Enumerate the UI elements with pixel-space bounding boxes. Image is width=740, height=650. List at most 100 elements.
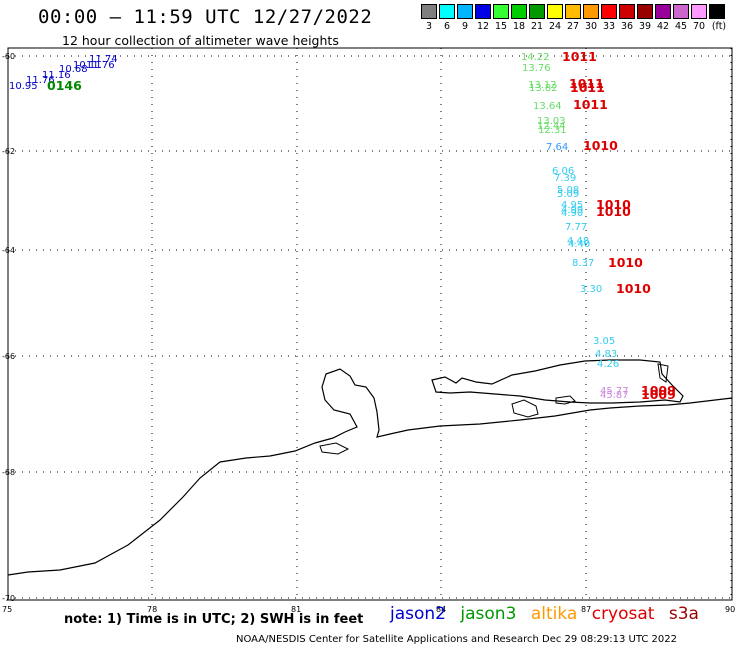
colorbar-swatch	[565, 4, 581, 19]
colorbar-swatch	[601, 4, 617, 19]
legend-item-jason3: jason3	[460, 604, 517, 624]
colorbar-label: 39	[638, 21, 652, 32]
pressure-label: 1011	[573, 97, 608, 112]
colorbar-label: 27	[566, 21, 580, 32]
wave-height-obs: 8.37	[572, 258, 594, 269]
wave-height-obs: 6.06	[552, 166, 574, 177]
colorbar-swatch	[709, 4, 725, 19]
pressure-label: 1010	[596, 197, 631, 212]
island-outline	[555, 395, 576, 405]
wave-height-obs: 0146	[47, 78, 82, 93]
wave-height-obs: 4.48	[567, 236, 589, 247]
legend-item-cryosat: cryosat	[591, 604, 655, 624]
wave-height-obs: 7.64	[546, 142, 568, 153]
colorbar-label: 42	[656, 21, 670, 32]
colorbar-label: (ft)	[711, 21, 727, 32]
wave-height-obs: 13.76	[522, 63, 551, 74]
lat-label: -64	[2, 246, 15, 255]
colorbar-label: 45	[674, 21, 688, 32]
wave-height-obs: 7.77	[565, 222, 587, 233]
pressure-label: 1011	[562, 49, 597, 64]
wave-height-obs: 10.68	[59, 64, 88, 75]
wave-height-obs: 5.09	[557, 189, 579, 200]
colorbar-swatch	[529, 4, 545, 19]
lat-label: -70	[2, 594, 15, 603]
colorbar-label: 9	[461, 21, 469, 32]
colorbar-swatch	[619, 4, 635, 19]
wave-height-obs: 13.12	[528, 80, 557, 91]
pressure-label: 1011	[569, 76, 604, 91]
wave-height-obs: 45.87	[600, 390, 629, 401]
pressure-label: 1009	[641, 387, 676, 402]
colorbar-swatch	[511, 4, 527, 19]
wave-height-obs: 5.08	[557, 185, 579, 196]
legend-item-s3a: s3a	[668, 604, 699, 624]
colorbar-swatch	[439, 4, 455, 19]
map-title: 00:00 – 11:59 UTC 12/27/2022	[38, 6, 373, 28]
colorbar-label: 70	[692, 21, 706, 32]
colorbar-label: 3	[425, 21, 433, 32]
footnote: note: 1) Time is in UTC; 2) SWH is in fe…	[64, 612, 364, 627]
colorbar-swatch	[493, 4, 509, 19]
pressure-label: 1010	[583, 138, 618, 153]
colorbar-swatch	[655, 4, 671, 19]
wave-height-obs: 13.82	[529, 83, 558, 94]
wave-height-obs: 13.03	[537, 116, 566, 127]
pressure-label: 1010	[616, 281, 651, 296]
colorbar-label: 15	[494, 21, 508, 32]
colorbar-label: 12	[476, 21, 490, 32]
lon-label: 81	[291, 605, 301, 614]
pressure-label: 1009	[641, 383, 676, 398]
island-outline	[319, 442, 350, 455]
wave-height-obs: 12.44	[537, 121, 566, 132]
wave-height-obs: 3.30	[580, 284, 602, 295]
satellite-legend: jason2 jason3 altika cryosat s3a	[390, 604, 708, 624]
colorbar-label: 33	[602, 21, 616, 32]
pressure-label: 1011	[570, 80, 605, 95]
colorbar-swatch	[637, 4, 653, 19]
colorbar-label: 18	[512, 21, 526, 32]
wave-height-obs: 13.64	[533, 101, 562, 112]
colorbar-label: 24	[548, 21, 562, 32]
lon-label: 78	[147, 605, 157, 614]
colorbar-label: 30	[584, 21, 598, 32]
map-subtitle: 12 hour collection of altimeter wave hei…	[62, 33, 339, 48]
colorbar-swatch	[673, 4, 689, 19]
lon-label: 87	[581, 605, 591, 614]
wave-height-obs: 4.99	[561, 205, 583, 216]
ice-shelf-outline	[431, 359, 684, 404]
map-frame	[7, 47, 733, 601]
colorbar-swatch	[583, 4, 599, 19]
colorbar-swatch	[475, 4, 491, 19]
wave-height-obs: 11.76	[26, 75, 55, 86]
lon-label: 84	[436, 605, 446, 614]
wave-height-obs: 4.90	[561, 208, 583, 219]
wave-height-obs: 4.95	[561, 200, 583, 211]
lat-label: -62	[2, 147, 15, 156]
lon-label: 75	[2, 605, 12, 614]
lat-label: -60	[2, 52, 15, 61]
wave-height-obs: 12.31	[538, 125, 567, 136]
colorbar-label: 21	[530, 21, 544, 32]
wave-height-obs: 4.83	[595, 349, 617, 360]
colorbar-swatch	[547, 4, 563, 19]
island-outline	[657, 363, 669, 383]
colorbar-swatch	[691, 4, 707, 19]
island-outline	[511, 399, 539, 418]
credit-line: NOAA/NESDIS Center for Satellite Applica…	[236, 634, 678, 645]
lat-label: -68	[2, 468, 15, 477]
wave-height-obs: 10.95	[9, 81, 38, 92]
colorbar-label: 36	[620, 21, 634, 32]
wave-height-obs: 14.22	[521, 52, 550, 63]
pressure-label: 1010	[596, 204, 631, 219]
wave-height-obs: 7.39	[554, 173, 576, 184]
wave-height-obs: 11.76	[86, 60, 115, 71]
wave-height-obs: 11.16	[42, 70, 71, 81]
lon-label: 90	[725, 605, 735, 614]
legend-item-jason2: jason2	[390, 604, 446, 624]
colorbar-swatch	[457, 4, 473, 19]
antarctic-coastline	[7, 368, 733, 576]
wave-height-obs: 4.26	[597, 359, 619, 370]
wave-height-obs: 45.77	[600, 386, 629, 397]
